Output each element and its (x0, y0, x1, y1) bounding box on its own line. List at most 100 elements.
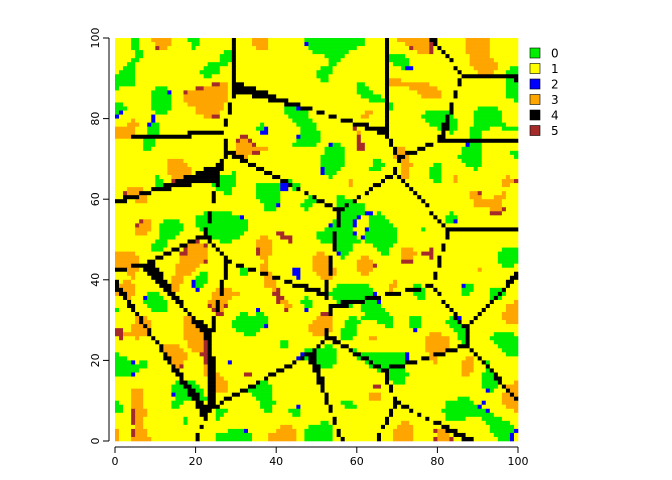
raster-cell-run-class-0 (433, 179, 442, 184)
raster-cell-run-class-0 (312, 50, 350, 55)
raster-cell-run-class-0 (300, 203, 313, 208)
raster-cell-run-class-0 (203, 66, 221, 71)
raster-cell-run-class-4 (179, 303, 184, 309)
raster-cell-run-class-1 (276, 400, 325, 406)
raster-cell-run-class-3 (389, 78, 402, 83)
raster-cell-run-class-4 (385, 110, 390, 115)
raster-cell-run-class-1 (191, 271, 200, 277)
raster-cell-run-class-4 (139, 320, 144, 325)
raster-cell-run-class-4 (207, 344, 213, 349)
raster-cell-run-class-4 (336, 215, 341, 220)
raster-cell-run-class-4 (183, 308, 188, 313)
raster-cell-run-class-1 (501, 380, 515, 385)
raster-cell-run-class-4 (457, 82, 462, 87)
raster-cell-run-class-4 (385, 380, 390, 385)
raster-cell-run-class-1 (421, 283, 426, 289)
raster-cell-run-class-1 (292, 235, 317, 240)
raster-cell-run-class-2 (191, 279, 196, 285)
raster-cell-run-class-0 (344, 207, 366, 212)
raster-cell-run-class-5 (203, 344, 208, 349)
raster-cell-run-class-1 (223, 251, 257, 256)
raster-cell-run-class-4 (352, 122, 370, 127)
raster-cell-run-class-0 (171, 400, 184, 406)
raster-cell-run-class-3 (123, 287, 136, 293)
raster-cell-run-class-2 (304, 308, 309, 313)
raster-cell-run-class-1 (389, 114, 422, 119)
raster-cell-run-class-3 (280, 424, 293, 430)
raster-cell-run-class-2 (292, 271, 301, 277)
raster-cell-run-class-1 (368, 122, 386, 127)
raster-cell-run-class-3 (437, 428, 446, 434)
raster-cell-run-class-1 (215, 316, 237, 321)
raster-cell-run-class-0 (429, 166, 442, 172)
raster-cell-run-class-0 (449, 130, 454, 136)
raster-cell-run-class-1 (316, 142, 329, 148)
raster-cell-run-class-0 (425, 110, 450, 115)
raster-cell-run-class-1 (131, 295, 144, 301)
raster-cell-run-class-4 (457, 320, 462, 325)
raster-cell-run-class-4 (207, 400, 217, 406)
raster-cell-run-class-4 (320, 388, 325, 393)
raster-cell-run-class-1 (441, 219, 446, 224)
raster-cell-run-class-5 (288, 239, 293, 244)
raster-cell-run-class-1 (223, 130, 261, 136)
raster-cell-run-class-0 (489, 287, 503, 293)
raster-cell-run-class-1 (171, 102, 188, 107)
raster-cell-run-class-1 (509, 183, 519, 188)
raster-cell-run-class-1 (401, 78, 458, 83)
raster-cell-run-class-0 (360, 316, 394, 321)
raster-cell-run-class-1 (441, 263, 503, 269)
raster-cell-run-class-1 (405, 179, 434, 184)
raster-cell-run-class-1 (231, 106, 285, 111)
raster-cell-run-class-2 (151, 114, 156, 119)
raster-cell-run-class-3 (175, 267, 196, 273)
raster-cell-run-class-4 (195, 404, 221, 410)
raster-cell-run-class-1 (389, 42, 406, 47)
raster-cell-run-class-1 (147, 428, 229, 434)
raster-cell-run-class-1 (501, 110, 519, 115)
raster-cell-run-class-4 (401, 179, 406, 184)
raster-cell-run-class-0 (143, 299, 168, 305)
raster-cell-run-class-0 (497, 295, 503, 301)
raster-cell-run-class-3 (155, 42, 172, 47)
raster-cell-run-class-2 (276, 203, 281, 208)
raster-cell-run-class-5 (215, 312, 225, 317)
raster-cell-run-class-1 (336, 114, 362, 119)
raster-cell-run-class-1 (481, 150, 511, 156)
raster-cell-run-class-3 (433, 360, 438, 365)
raster-cell-run-class-0 (219, 54, 233, 59)
raster-cell-run-class-1 (332, 408, 390, 414)
raster-cell-run-class-1 (449, 344, 458, 349)
raster-cell-run-class-1 (227, 90, 233, 95)
raster-cell-run-class-5 (356, 146, 366, 152)
raster-cell-run-class-1 (219, 416, 333, 422)
raster-cell-run-class-0 (393, 380, 406, 385)
raster-cell-run-class-4 (441, 299, 446, 305)
raster-cell-run-class-1 (155, 142, 225, 148)
raster-cell-run-class-1 (115, 158, 168, 164)
raster-cell-run-class-4 (332, 420, 337, 426)
raster-cell-run-class-0 (389, 368, 406, 373)
raster-cell-run-class-1 (465, 432, 495, 438)
raster-cell-run-class-1 (413, 424, 442, 430)
raster-cell-run-class-0 (372, 162, 386, 168)
raster-cell-run-class-0 (115, 356, 128, 361)
raster-cell-run-class-1 (115, 316, 136, 321)
raster-cell-run-class-3 (127, 295, 132, 301)
raster-cell-run-class-1 (300, 102, 386, 107)
raster-cell-run-class-1 (457, 219, 519, 224)
raster-cell-run-class-5 (252, 150, 261, 156)
raster-cell-run-class-1 (123, 408, 132, 414)
raster-cell-run-class-1 (356, 219, 370, 224)
raster-cell-run-class-1 (231, 191, 257, 196)
raster-cell-run-class-0 (505, 78, 515, 83)
raster-cell-run-class-2 (296, 404, 301, 410)
raster-cell-run-class-1 (509, 420, 519, 426)
raster-cell-run-class-1 (457, 118, 474, 123)
raster-cell-run-class-0 (292, 412, 301, 418)
raster-cell-run-class-1 (115, 66, 124, 71)
raster-cell-run-class-4 (393, 150, 398, 156)
legend-swatch-0 (529, 47, 541, 59)
raster-cell-run-class-1 (115, 299, 128, 305)
raster-cell-run-class-0 (235, 328, 261, 333)
